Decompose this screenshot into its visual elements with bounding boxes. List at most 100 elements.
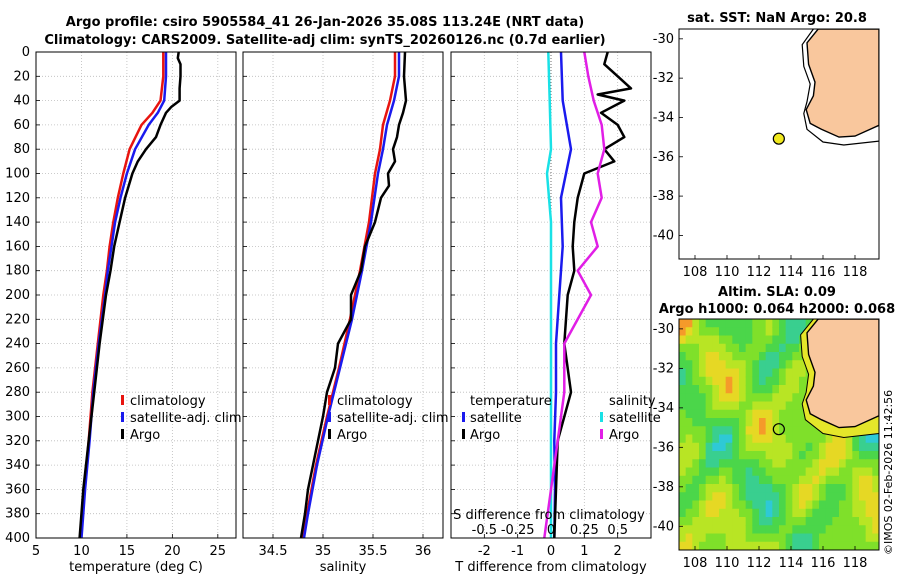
sla-cell [785,475,793,485]
sla-cell [739,368,747,378]
x-tick-label: -1 [511,544,524,559]
sla-cell [752,541,760,550]
sla-cell [759,418,767,427]
sla-cell [685,426,693,435]
sla-cell [765,343,773,353]
sla-cell [859,475,867,485]
sla-cell [699,376,707,386]
sla-cell [719,533,727,543]
sla-cell [832,508,840,518]
x-tick-label: 36 [415,544,432,559]
sla-cell [785,525,793,534]
sla-cell [719,327,727,336]
sla-cell [805,467,813,477]
x-tick-label: 34.5 [259,544,288,559]
sla-cell [839,451,847,460]
sla-cell [712,434,720,444]
sla-cell [739,418,747,427]
x-tick-label-secondary: 0.25 [570,523,599,538]
x-tick-label: 112 [747,556,772,571]
sla-cell [872,459,879,468]
sla-cell [732,517,740,526]
sla-cell [805,500,813,510]
sla-cell [765,393,773,402]
y-tick-label: -36 [653,440,674,455]
sla-cell [725,335,733,345]
sla-cell [679,352,687,361]
map-sla_map: 108 110 112 114 116 118 -30 -32 -34 -36 -38 -40 [653,318,880,571]
sla-cell [825,508,833,518]
sla-cell [685,343,693,353]
sla-cell [779,508,787,518]
sla-cell [805,525,813,534]
sla-cell [692,426,700,435]
sla-cell [692,319,700,328]
legend: climatology satellite-adj. clim Argo [121,394,242,443]
legend-swatch [121,429,124,439]
sla-cell [765,484,773,493]
x-tick-label: 15 [119,544,136,559]
sla-cell [712,385,720,394]
sla-cell [752,492,760,501]
sla-cell [739,459,747,468]
sla-cell [872,451,879,460]
sla-cell [692,385,700,394]
sla-cell [772,360,780,369]
sla-cell [692,475,700,485]
sla-cell [725,368,733,378]
sla-cell [792,467,800,477]
sla-cell [712,459,720,468]
sla-cell [765,442,773,452]
sla-cell [699,500,707,510]
legend-label: satellite [470,411,522,426]
sla-cell [692,492,700,501]
x-tick-label: 25 [210,544,227,559]
sla-cell [745,475,753,485]
x-axis-label: temperature (deg C) [69,560,203,575]
sla-cell [745,442,753,452]
y-tick-label: -38 [653,189,674,204]
legend-label: climatology [130,394,206,409]
sla-cell [799,418,807,427]
sla-cell [845,508,853,518]
x-tick-label: 118 [843,265,868,280]
sla-cell [765,401,773,411]
sla-cell [845,459,853,468]
sla-cell [792,533,800,543]
sla-cell [759,352,767,361]
sla-cell [725,442,733,452]
sla-cell [739,327,747,336]
sla-cell [859,484,867,493]
series-s-satellite [545,51,553,538]
plot-frame [242,51,444,539]
sla-cell [685,508,693,518]
sla-cell [799,368,807,378]
sla-cell [759,335,767,345]
sla-cell [845,442,853,452]
sla-cell [732,376,740,386]
figure-title-line2: Climatology: CARS2009. Satellite-adj cli… [44,33,606,48]
sla-cell [792,335,800,345]
sla-cell [765,376,773,386]
sla-cell [685,525,693,534]
sla-cell [732,327,740,336]
sla-cell [725,360,733,369]
sla-cell [712,451,720,460]
x-tick-label-secondary: 0.5 [607,523,628,538]
sla-cell [725,385,733,394]
isobath-line [801,29,879,146]
sla-cell [799,442,807,452]
sla-cell [759,401,767,411]
sla-cell [865,434,873,444]
y-tick-label: -34 [653,401,674,416]
sla-cell [772,467,780,477]
sla-cell [745,434,753,444]
sla-cell [859,492,867,501]
sla-cell [732,393,740,402]
sla-cell [725,484,733,493]
sla-cell [725,492,733,501]
sla-cell [792,484,800,493]
sla-cell [872,525,879,534]
sla-cell [745,459,753,468]
sla-cell [759,385,767,394]
